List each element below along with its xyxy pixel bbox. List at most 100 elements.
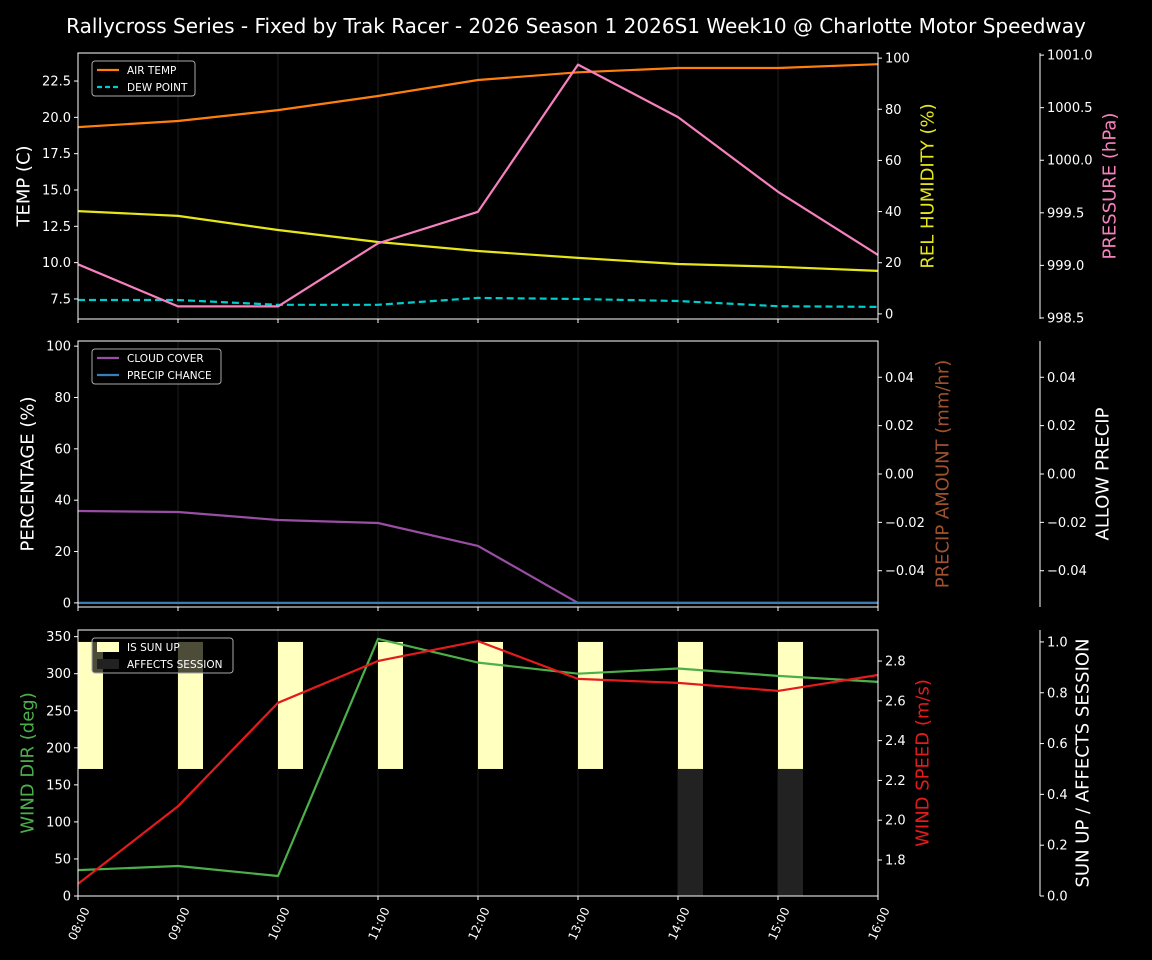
legend-label: CLOUD COVER (127, 353, 204, 365)
tick-label-right1: 0.02 (885, 419, 914, 434)
bar-is-sun-up (678, 641, 703, 769)
tick-label-right1: 2.2 (885, 774, 906, 789)
tick-label-left: 250 (46, 704, 71, 719)
series-line-right1 (77, 639, 879, 885)
tick-label-right1: 100 (885, 52, 910, 67)
legend-label: IS SUN UP (127, 642, 180, 654)
tick-label-right1: 0 (885, 307, 893, 322)
legend-label: AIR TEMP (127, 65, 176, 77)
series-line-left (77, 637, 879, 878)
tick-label-right2: 0.04 (1047, 371, 1076, 386)
tick-label-right1: −0.02 (885, 516, 925, 531)
tick-label-right1: 40 (885, 205, 902, 220)
x-tick-label: 13:00 (565, 905, 592, 942)
tick-label-right1: 2.6 (885, 694, 906, 709)
axis-title-right1: WIND SPEED (m/s) (913, 679, 934, 847)
legend-swatch (97, 659, 119, 669)
axis-title-right1: PRECIP AMOUNT (mm/hr) (933, 360, 954, 589)
x-tick-label: 10:00 (265, 905, 292, 942)
bar-is-sun-up (278, 641, 303, 769)
tick-label-left: 300 (46, 667, 71, 682)
tick-label-left: 200 (46, 741, 71, 756)
tick-label-left: 10.0 (42, 256, 71, 271)
legend: IS SUN UP AFFECTS SESSION (91, 637, 234, 674)
legend-label: AFFECTS SESSION (127, 659, 223, 671)
tick-label-right1: −0.04 (885, 564, 925, 579)
tick-label-right2: 999.0 (1047, 259, 1084, 274)
legend: AIR TEMP DEW POINT (91, 60, 196, 97)
tick-label-left: 350 (46, 630, 71, 645)
tick-label-left: 100 (46, 340, 71, 355)
tick-label-right1: 0.00 (885, 468, 914, 483)
bar-affects-session (678, 768, 703, 896)
series-line-right2 (77, 63, 879, 308)
panel-3: 0 50 100 150 200 250 300 350 WIND DIR (deg) 1.8 2.… (18, 629, 1094, 942)
tick-label-right1: 20 (885, 256, 902, 271)
chart-title: Rallycross Series - Fixed by Trak Racer … (66, 14, 1086, 38)
tick-label-right2: −0.04 (1047, 564, 1087, 579)
tick-label-right2: 1000.5 (1047, 101, 1093, 116)
tick-label-left: 0 (63, 890, 71, 905)
tick-label-left: 50 (54, 852, 71, 867)
tick-label-right1: 2.0 (885, 814, 906, 829)
bar-is-sun-up (478, 641, 503, 769)
x-tick-label: 08:00 (65, 905, 92, 942)
tick-label-right2: 1000.0 (1047, 154, 1093, 169)
axis-title-left: TEMP (C) (14, 145, 35, 227)
tick-label-right1: 60 (885, 154, 902, 169)
tick-label-left: 150 (46, 778, 71, 793)
tick-label-left: 40 (54, 494, 71, 509)
tick-label-right2: 0.2 (1047, 839, 1068, 854)
legend: CLOUD COVER PRECIP CHANCE (91, 348, 222, 385)
bar-is-sun-up (378, 641, 403, 769)
tick-label-right1: 2.4 (885, 734, 906, 749)
tick-label-right2: 998.5 (1047, 311, 1084, 326)
panel-1: 7.5 10.0 12.5 15.0 17.5 20.0 22.5 TEMP (C) 0 20 40… (14, 49, 1121, 327)
tick-label-right1: 0.04 (885, 371, 914, 386)
axis-title-right2: PRESSURE (hPa) (1100, 113, 1121, 260)
bar-is-sun-up (578, 641, 603, 769)
legend-label: PRECIP CHANCE (127, 370, 212, 382)
tick-label-right2: 0.00 (1047, 468, 1076, 483)
tick-label-left: 17.5 (42, 147, 71, 162)
series-line-right1 (77, 210, 879, 272)
axis-title-left: WIND DIR (deg) (18, 692, 39, 834)
tick-label-right2: 0.02 (1047, 419, 1076, 434)
tick-label-left: 12.5 (42, 220, 71, 235)
legend-box (91, 348, 222, 385)
bar-affects-session (778, 768, 803, 896)
axis-title-right2: SUN UP / AFFECTS SESSION (1073, 638, 1094, 887)
tick-label-right1: 80 (885, 103, 902, 118)
tick-label-left: 20.0 (42, 111, 71, 126)
bar-is-sun-up (778, 641, 803, 769)
legend-swatch (97, 642, 119, 652)
tick-label-right2: 1001.0 (1047, 49, 1093, 64)
tick-label-left: 0 (63, 596, 71, 611)
x-tick-label: 12:00 (465, 905, 492, 942)
x-tick-label: 16:00 (865, 905, 892, 942)
tick-label-right2: 0.0 (1047, 890, 1068, 905)
x-tick-label: 09:00 (165, 905, 192, 942)
tick-label-right1: 2.8 (885, 655, 906, 670)
tick-label-right2: 0.6 (1047, 737, 1068, 752)
axis-title-right2: ALLOW PRECIP (1093, 407, 1114, 540)
tick-label-left: 22.5 (42, 75, 71, 90)
tick-label-right2: 1.0 (1047, 635, 1068, 650)
x-tick-label: 15:00 (765, 905, 792, 942)
axis-title-left: PERCENTAGE (%) (18, 396, 39, 551)
tick-label-left: 7.5 (50, 292, 71, 307)
axis-title-right1: REL HUMIDITY (%) (918, 103, 939, 268)
tick-label-right2: 0.4 (1047, 788, 1068, 803)
x-tick-label: 14:00 (665, 905, 692, 942)
tick-label-right2: 0.8 (1047, 686, 1068, 701)
tick-label-left: 60 (54, 442, 71, 457)
tick-label-left: 15.0 (42, 183, 71, 198)
legend-box (91, 637, 234, 674)
tick-label-right2: −0.02 (1047, 516, 1087, 531)
panel-2: 0 20 40 60 80 100 PERCENTAGE (%) −0.04 −0.02 0.00… (18, 340, 1114, 612)
legend-label: DEW POINT (127, 82, 188, 94)
series-line-air-temp (77, 63, 879, 129)
tick-label-left: 100 (46, 815, 71, 830)
x-tick-label: 11:00 (365, 905, 392, 942)
